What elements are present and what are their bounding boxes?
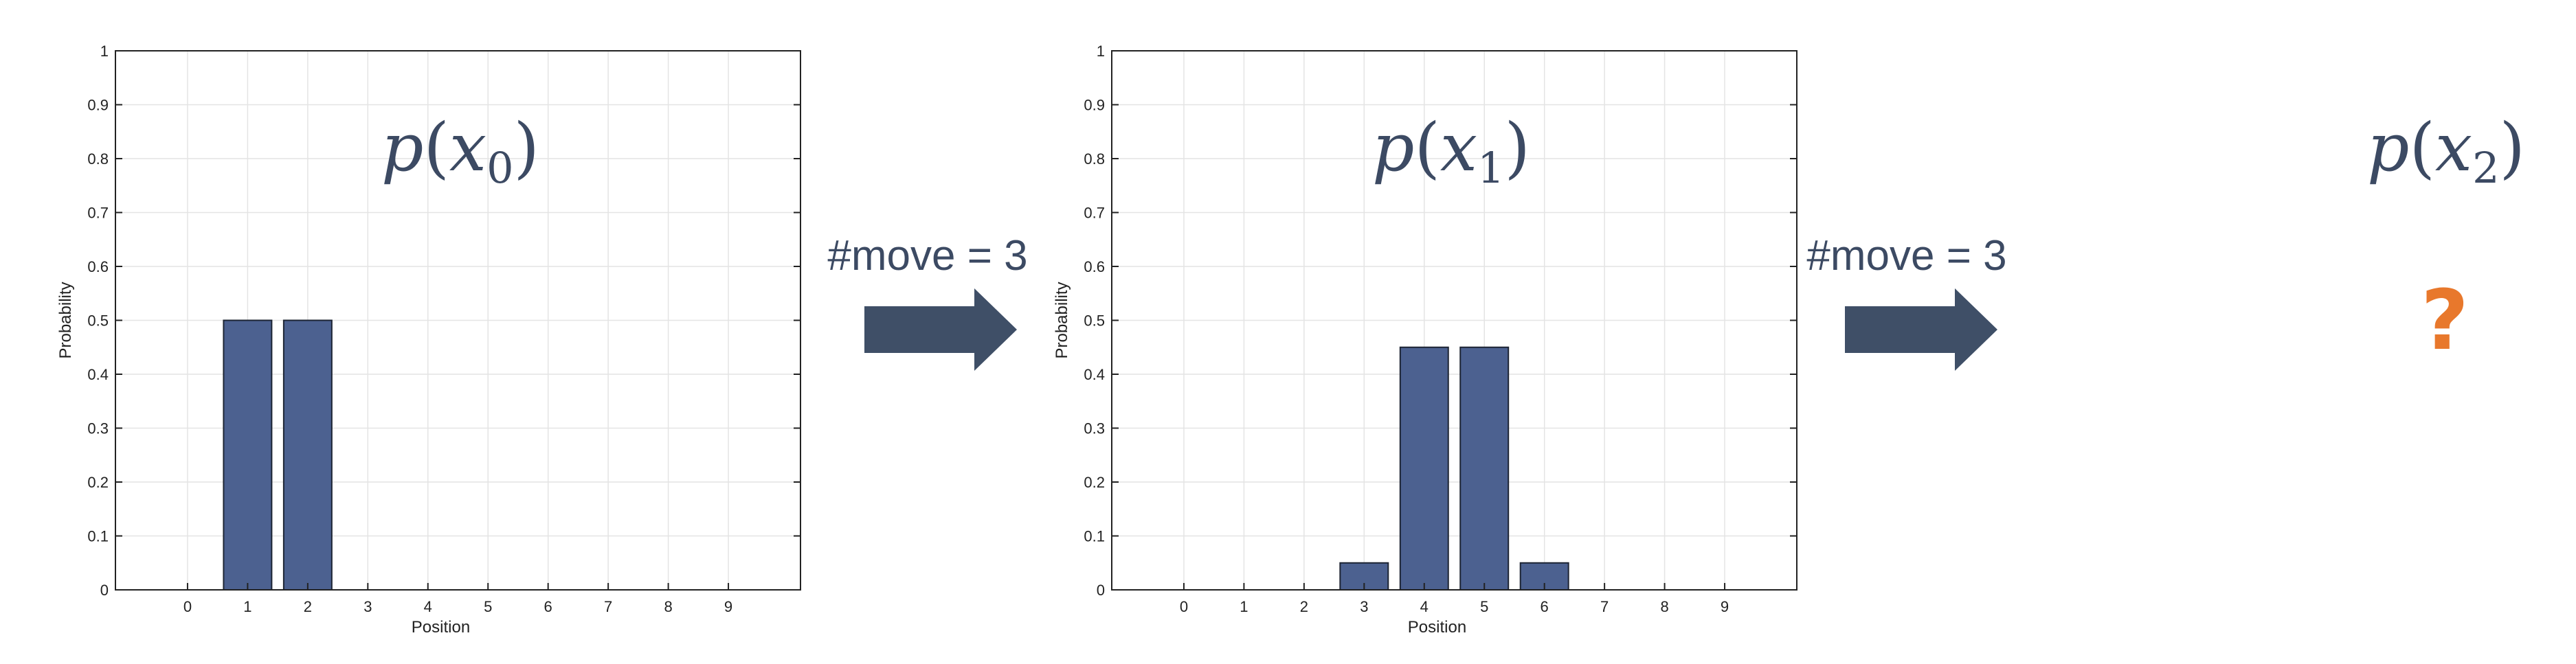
x-tick-label: 1 [243, 598, 251, 615]
y-tick-label: 0.4 [87, 366, 109, 383]
x-axis-label: Position [1408, 618, 1466, 637]
y-tick-label: 0.6 [1084, 258, 1105, 275]
y-axis-label: Probability [56, 282, 75, 358]
x-tick-label: 1 [1240, 598, 1248, 615]
bar-position-5 [1459, 346, 1510, 591]
y-tick-label: 0.3 [1084, 420, 1105, 437]
bar-position-2 [282, 319, 333, 591]
y-tick-label: 0.6 [87, 258, 109, 275]
x-tick-label: 4 [1420, 598, 1429, 615]
y-tick-label: 0.4 [1084, 366, 1105, 383]
move-label-2: #move = 3 [1806, 232, 2006, 279]
x-tick-label: 2 [1300, 598, 1308, 615]
y-tick-label: 0.7 [1084, 205, 1105, 222]
unknown-title: p(x2) [2367, 109, 2525, 193]
x-tick-label: 9 [1721, 598, 1729, 615]
y-tick-label: 0.3 [87, 420, 109, 437]
y-tick-label: 0.5 [1084, 312, 1105, 330]
x-tick-label: 7 [604, 598, 612, 615]
y-tick-label: 0.1 [1084, 528, 1105, 545]
y-tick-label: 0.8 [1084, 150, 1105, 168]
y-tick-label: 0.5 [87, 312, 109, 330]
y-tick-label: 0.2 [1084, 474, 1105, 491]
step-1: #move = 3 [827, 232, 1028, 371]
y-tick-label: 0 [1097, 582, 1105, 599]
chart-p-x1: 0 0.1 0.2 0.3 0.4 0.5 0.6 0.7 0.8 0.9 1 0 1 2 3 4 5 6 7 8 9 P… [1053, 43, 1797, 637]
y-tick-label: 1 [1097, 43, 1105, 60]
step-2: #move = 3 [1806, 232, 2007, 371]
y-tick-label: 0.2 [87, 474, 109, 491]
x-tick-label: 5 [484, 598, 492, 615]
x-tick-label: 8 [1660, 598, 1668, 615]
chart-title: p(x0) [381, 109, 539, 193]
bar-position-4 [1399, 346, 1449, 591]
y-tick-label: 0.9 [1084, 97, 1105, 114]
arrow-right-icon [864, 288, 1017, 371]
y-tick-label: 0.8 [87, 150, 109, 168]
unknown-distribution: p(x2) ? [2367, 109, 2525, 369]
move-label-1: #move = 3 [827, 232, 1027, 279]
y-tick-label: 0 [100, 582, 109, 599]
x-tick-label: 6 [544, 598, 552, 615]
x-tick-label: 6 [1541, 598, 1549, 615]
chart-title: p(x1) [1372, 109, 1530, 193]
y-tick-label: 1 [100, 43, 109, 60]
bar-position-1 [223, 319, 273, 591]
x-tick-label: 0 [1180, 598, 1188, 615]
arrow-right-icon [1845, 288, 1997, 371]
x-tick-label: 7 [1600, 598, 1609, 615]
y-tick-label: 0.1 [87, 528, 109, 545]
x-tick-label: 0 [183, 598, 192, 615]
x-tick-label: 4 [424, 598, 432, 615]
y-tick-label: 0.9 [87, 97, 109, 114]
question-mark-icon: ? [2421, 273, 2469, 369]
chart-p-x0: 0 0.1 0.2 0.3 0.4 0.5 0.6 0.7 0.8 0.9 1 0 1 2 3 4 5 6 7 8 9 P… [56, 43, 801, 637]
x-tick-label: 3 [363, 598, 372, 615]
x-tick-label: 9 [724, 598, 732, 615]
y-tick-label: 0.7 [87, 205, 109, 222]
x-tick-label: 5 [1480, 598, 1488, 615]
x-axis-label: Position [412, 618, 470, 637]
x-tick-label: 2 [304, 598, 312, 615]
x-tick-label: 8 [664, 598, 672, 615]
y-axis-label: Probability [1053, 282, 1071, 358]
x-tick-label: 3 [1360, 598, 1368, 615]
